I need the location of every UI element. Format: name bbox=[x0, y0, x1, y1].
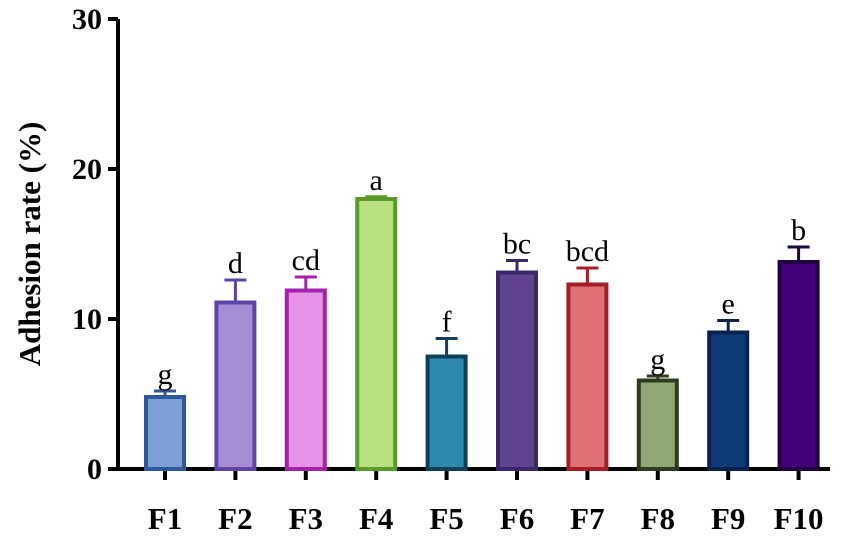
x-tick-label: F2 bbox=[218, 501, 252, 536]
significance-label: f bbox=[442, 306, 452, 339]
bar bbox=[355, 197, 398, 471]
x-tick-label: F5 bbox=[429, 501, 463, 536]
bars: g d cd a f bc bcd g e b bbox=[144, 164, 820, 471]
bar bbox=[496, 270, 538, 471]
significance-label: bc bbox=[503, 228, 531, 261]
bar-group: g bbox=[144, 358, 186, 471]
significance-label: a bbox=[370, 164, 383, 197]
bar bbox=[707, 330, 750, 471]
y-tick-label: 20 bbox=[72, 153, 102, 186]
y-axis: 0 10 20 30 Adhesion rate (%) bbox=[12, 3, 120, 486]
bar-group: e bbox=[707, 288, 750, 471]
x-tick-label: F7 bbox=[570, 501, 604, 536]
x-tick-label: F1 bbox=[148, 501, 182, 536]
x-ticks: F1 F2 F3 F4 F5 F6 F7 F8 F9 F10 bbox=[148, 469, 824, 536]
significance-label: bcd bbox=[566, 235, 609, 268]
bar-group: d bbox=[214, 247, 257, 471]
significance-label: g bbox=[650, 343, 665, 376]
bar bbox=[425, 354, 468, 471]
bar bbox=[636, 378, 679, 471]
x-tick-label: F9 bbox=[711, 501, 745, 536]
y-tick-label: 30 bbox=[72, 3, 102, 36]
y-ticks: 0 10 20 30 bbox=[72, 3, 118, 486]
significance-label: cd bbox=[292, 244, 320, 277]
bar-group: bcd bbox=[566, 235, 609, 471]
bar bbox=[566, 282, 609, 471]
bar bbox=[777, 260, 820, 471]
bar bbox=[284, 288, 327, 471]
bar-group: f bbox=[425, 306, 468, 471]
bar-group: g bbox=[636, 343, 679, 471]
x-tick-label: F6 bbox=[500, 501, 534, 536]
x-tick-label: F8 bbox=[641, 501, 675, 536]
bar-group: bc bbox=[496, 228, 538, 471]
significance-label: b bbox=[791, 214, 806, 247]
bar bbox=[144, 395, 186, 471]
bar-group: cd bbox=[284, 244, 327, 471]
bar-group: a bbox=[355, 164, 398, 471]
x-tick-label: F4 bbox=[359, 501, 393, 536]
y-tick-label: 10 bbox=[72, 303, 102, 336]
x-axis: F1 F2 F3 F4 F5 F6 F7 F8 F9 F10 bbox=[118, 467, 830, 536]
y-axis-title: Adhesion rate (%) bbox=[12, 122, 47, 367]
bar-group: b bbox=[777, 214, 820, 471]
bar bbox=[214, 300, 257, 471]
x-tick-label: F10 bbox=[774, 501, 824, 536]
significance-label: e bbox=[722, 288, 735, 321]
x-tick-label: F3 bbox=[289, 501, 323, 536]
significance-label: d bbox=[228, 247, 243, 280]
significance-label: g bbox=[158, 358, 173, 391]
y-tick-label: 0 bbox=[87, 453, 102, 486]
